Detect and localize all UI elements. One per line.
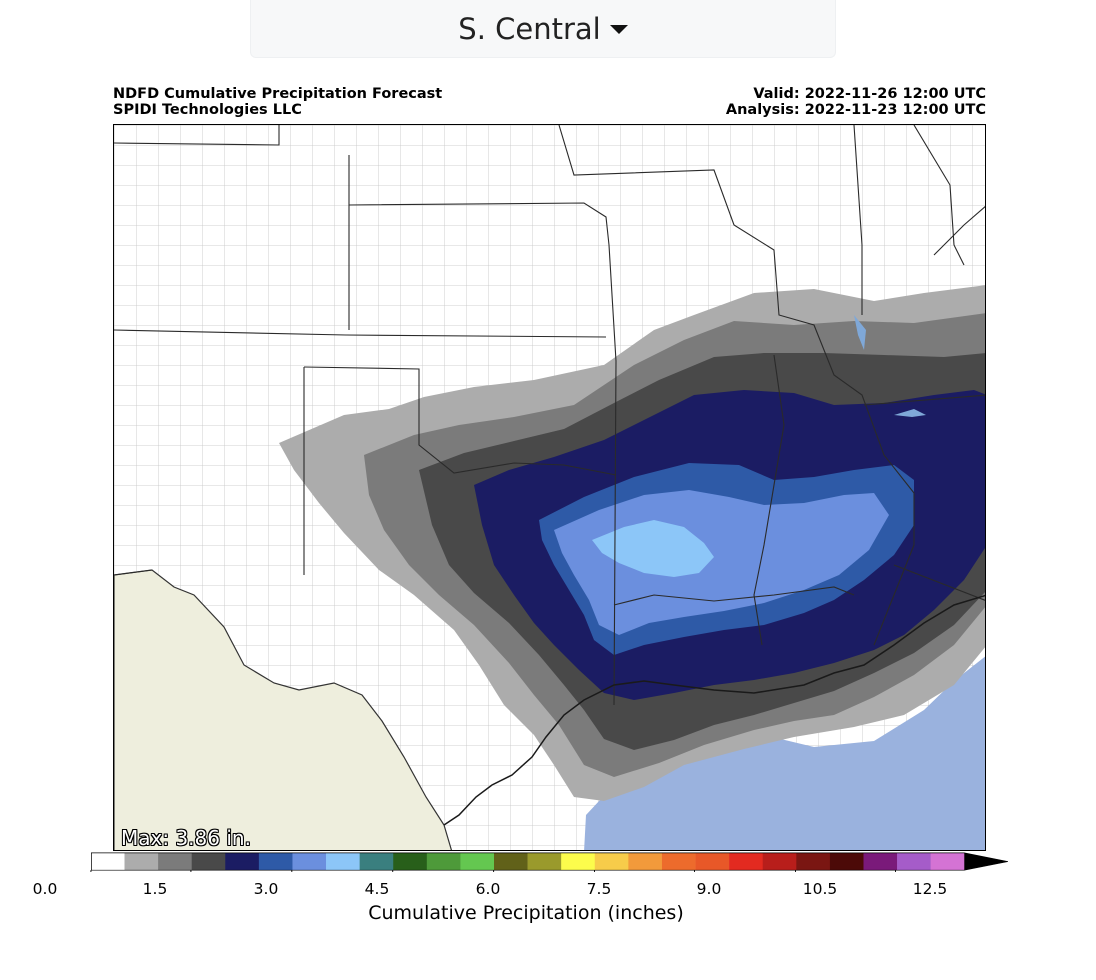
colorbar-swatch [762, 852, 797, 871]
colorbar-swatch [829, 852, 864, 871]
colorbar-swatch [527, 852, 562, 871]
colorbar-swatch [124, 852, 159, 871]
colorbar-extend-arrow [964, 852, 1008, 871]
coastline [443, 594, 985, 826]
precipitation-map [113, 124, 986, 851]
colorbar-swatch [393, 852, 428, 871]
analysis-time: Analysis: 2022-11-23 12:00 UTC [725, 102, 986, 118]
colorbar-swatch [326, 852, 360, 871]
colorbar-tick-label: 3.0 [253, 880, 279, 898]
lake-feature-2 [854, 315, 866, 350]
region-selector-button[interactable]: S. Central [250, 0, 836, 58]
colorbar-tick-label: 0.0 [32, 880, 58, 898]
colorbar-swatch [930, 852, 965, 871]
max-precip-label: Max: 3.86 in. [121, 826, 251, 850]
colorbar-swatch [225, 852, 260, 871]
colorbar-border [91, 852, 1008, 871]
mexico-region [114, 569, 453, 850]
colorbar-swatch [863, 852, 898, 871]
colorbar-tick-label: 12.5 [912, 880, 948, 898]
colorbar-swatch [494, 852, 528, 871]
caret-down-icon [609, 25, 628, 34]
colorbar-swatch [258, 852, 293, 871]
region-selector-label: S. Central [458, 11, 601, 46]
colorbar-tick-label: 10.5 [802, 880, 838, 898]
map-title-left: NDFD Cumulative Precipitation Forecast S… [113, 86, 442, 118]
colorbar-swatch [460, 852, 495, 871]
colorbar-swatch [729, 852, 763, 871]
colorbar-title: Cumulative Precipitation (inches) [368, 902, 684, 924]
map-title: NDFD Cumulative Precipitation Forecast [113, 86, 443, 102]
map-credit: SPIDI Technologies LLC [113, 102, 302, 118]
state-borders [114, 125, 985, 706]
colorbar-tick-label: 9.0 [696, 880, 722, 898]
colorbar-swatch [359, 852, 394, 871]
colorbar-swatch [796, 852, 831, 871]
colorbar-tick-label: 6.0 [475, 880, 501, 898]
colorbar-swatch [90, 852, 125, 871]
colorbar-swatch [695, 852, 730, 871]
map-title-right: Valid: 2022-11-26 12:00 UTC Analysis: 20… [726, 86, 986, 118]
valid-time: Valid: 2022-11-26 12:00 UTC [753, 86, 986, 102]
colorbar-swatch [292, 852, 327, 871]
colorbar-swatch [661, 852, 696, 871]
colorbar-swatch [158, 852, 192, 871]
colorbar-swatch [594, 852, 629, 871]
map-canvas [114, 125, 985, 850]
colorbar-swatch [628, 852, 663, 871]
colorbar-tick-label: 1.5 [142, 880, 168, 898]
colorbar-tick-label: 4.5 [364, 880, 390, 898]
precip-level-7 [592, 520, 714, 577]
colorbar-swatch [191, 852, 226, 871]
colorbar-tick-label: 7.5 [586, 880, 612, 898]
gulf-of-mexico [584, 656, 985, 850]
colorbar-swatch [897, 852, 931, 871]
colorbar [90, 852, 1008, 872]
colorbar-swatch [426, 852, 461, 871]
lake-feature [894, 409, 926, 417]
colorbar-swatch [561, 852, 596, 871]
